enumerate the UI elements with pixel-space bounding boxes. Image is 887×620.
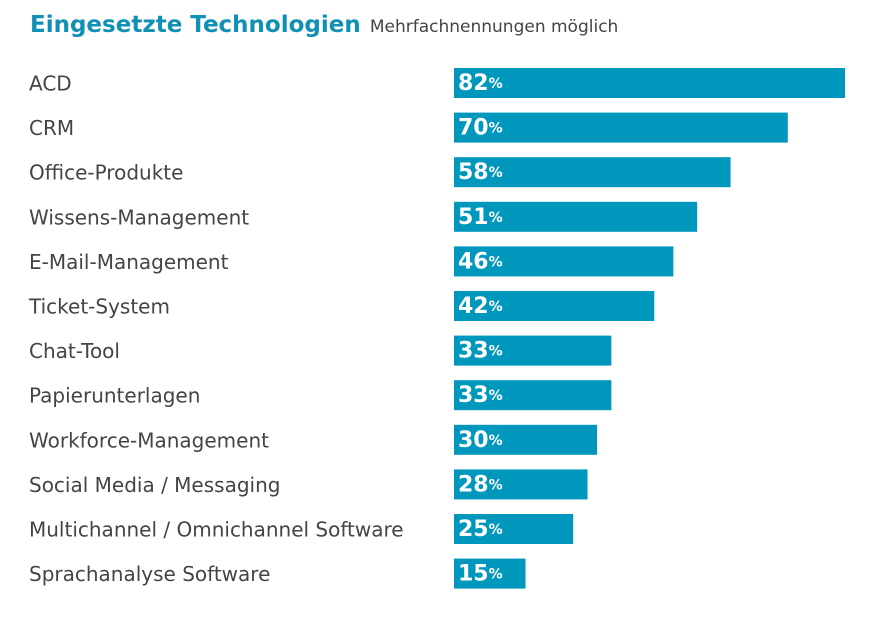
category-label: Chat-Tool — [29, 339, 120, 363]
bar — [454, 68, 845, 98]
category-label: Ticket-System — [28, 295, 170, 319]
bar-row: Ticket-System 42% — [28, 291, 655, 321]
bar-row: CRM 70% — [29, 112, 788, 143]
data-label: 82% — [458, 71, 503, 96]
category-label: Sprachanalyse Software — [29, 562, 270, 586]
data-label: 51% — [458, 205, 503, 230]
bar — [454, 380, 612, 411]
category-label: Social Media / Messaging — [29, 473, 280, 497]
category-label: Office-Produkte — [29, 161, 183, 185]
bar-row: Wissens-Management 51% — [29, 201, 698, 232]
bar-row: Social Media / Messaging 28% — [29, 469, 588, 500]
bar-row: Sprachanalyse Software 15% — [29, 558, 526, 589]
bar-row: E-Mail-Management 46% — [29, 246, 674, 277]
bar-row: Workforce-Management 30% — [29, 424, 598, 455]
bar — [454, 246, 674, 277]
category-label: Wissens-Management — [29, 205, 249, 229]
data-label: 70% — [458, 116, 503, 141]
chart-subtitle: Mehrfachnennungen möglich — [369, 17, 619, 37]
category-label: CRM — [29, 116, 74, 140]
bar — [454, 157, 731, 188]
bar-row: ACD 82% — [29, 68, 845, 98]
data-label: 25% — [458, 517, 503, 542]
bar — [454, 201, 698, 232]
data-label: 33% — [458, 339, 503, 364]
data-label: 46% — [458, 249, 503, 274]
bar — [454, 112, 788, 143]
bar — [454, 335, 612, 366]
data-label: 28% — [458, 472, 503, 497]
data-label: 42% — [458, 294, 503, 319]
bar-row: Multichannel / Omnichannel Software 25% — [29, 514, 574, 544]
bar-row: Papierunterlagen 33% — [29, 380, 612, 411]
bar — [454, 424, 598, 455]
chart-header: Eingesetzte Technologien Mehrfachnennung… — [30, 12, 618, 38]
bar-row: Office-Produkte 58% — [29, 157, 731, 188]
data-label: 33% — [458, 383, 503, 408]
data-label: 15% — [458, 562, 503, 587]
category-label: Multichannel / Omnichannel Software — [29, 518, 404, 542]
category-label: Papierunterlagen — [29, 384, 200, 408]
category-label: E-Mail-Management — [29, 250, 229, 274]
bar — [454, 514, 574, 544]
bar — [454, 469, 588, 500]
bar — [454, 558, 526, 589]
category-label: ACD — [29, 72, 72, 96]
chart-title: Eingesetzte Technologien — [30, 12, 361, 38]
category-label: Workforce-Management — [29, 428, 269, 452]
bar-row: Chat-Tool 33% — [29, 335, 612, 366]
data-label: 58% — [458, 160, 503, 185]
bar — [454, 291, 655, 321]
data-label: 30% — [458, 428, 503, 453]
